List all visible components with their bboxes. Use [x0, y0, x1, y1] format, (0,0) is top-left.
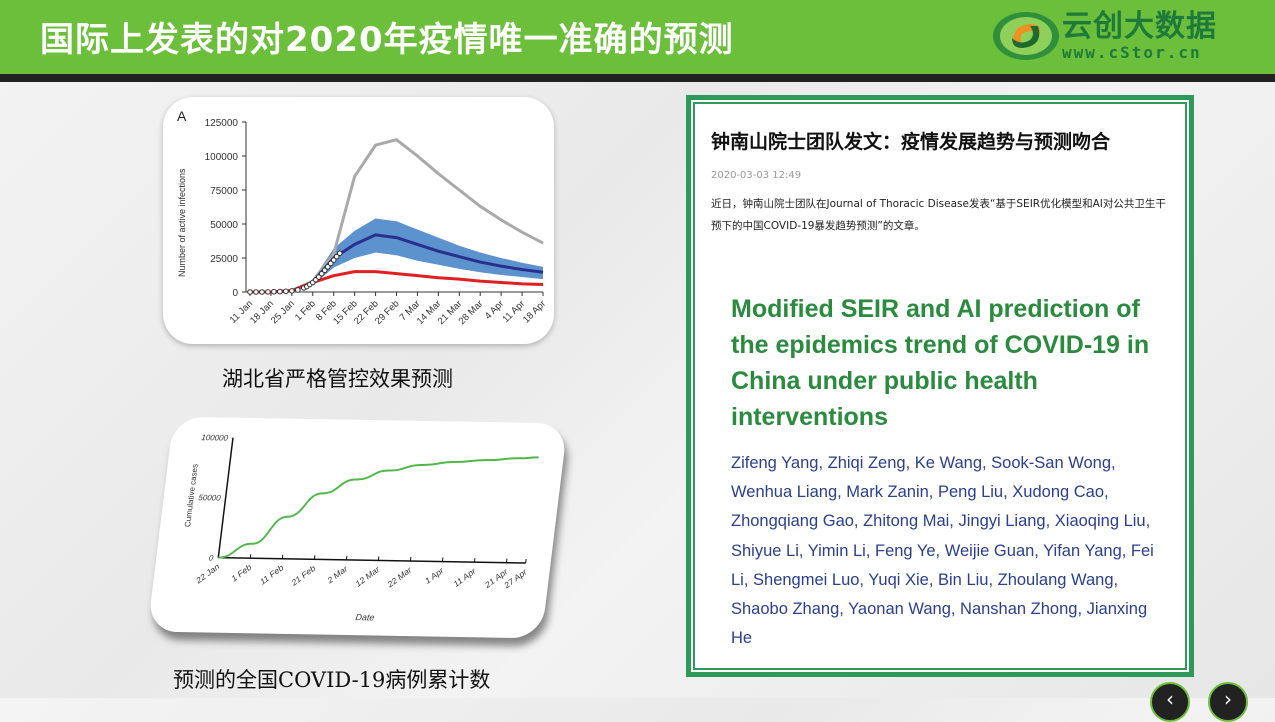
x-tick-label: 29 Feb [373, 298, 402, 327]
article-headline: 钟南山院士团队发文：疫情发展趋势与预测吻合 [711, 127, 1169, 154]
article-panel: 钟南山院士团队发文：疫情发展趋势与预测吻合 2020-03-03 12:49 近… [686, 95, 1194, 677]
x-axis-label: Date [355, 612, 375, 622]
article-date: 2020-03-03 12:49 [711, 170, 1169, 181]
x-tick-label: 1 Feb [229, 562, 253, 584]
x-tick-label: 21 Feb [289, 563, 318, 588]
logo: 云创大数据 www.cStor.cn [990, 8, 1217, 64]
caption-national: 预测的全国COVID-19病例累计数 [173, 664, 490, 694]
y-tick-label: 100000 [201, 433, 229, 442]
observed-point [260, 290, 265, 295]
caption-hubei: 湖北省严格管控效果预测 [222, 363, 453, 393]
x-tick-label: 22 Jan [193, 561, 221, 586]
hubei-prediction-chart: A Number of active infections 0 25000 50000 7… [163, 97, 554, 344]
x-tick-label: 22 Mar [385, 564, 415, 590]
x-tick-label: 1 Feb [293, 298, 318, 323]
panel-label: A [177, 108, 187, 124]
next-slide-button[interactable]: › [1208, 682, 1248, 722]
paper-authors: Zifeng Yang, Zhiqi Zeng, Ke Wang, Sook-S… [711, 449, 1169, 653]
y-tick-label: 100000 [205, 152, 239, 163]
y-tick-label: 125000 [205, 118, 239, 129]
article-body: 近日，钟南山院士团队在Journal of Thoracic Disease发表… [711, 193, 1169, 237]
x-tick-label: 1 Apr [423, 565, 446, 586]
chart-card-hubei: A Number of active infections 0 25000 50000 7… [163, 97, 554, 344]
arrow-right-icon: › [1224, 687, 1232, 711]
cstor-logo-icon [990, 8, 1062, 64]
observed-point [254, 290, 259, 295]
page-title: 国际上发表的对2020年疫情唯一准确的预测 [40, 12, 734, 61]
observed-point [290, 289, 295, 294]
observed-point [284, 289, 289, 294]
x-tick-label: 2 Mar [325, 563, 351, 586]
y-axis-label: Number of active infections [177, 168, 187, 277]
y-tick-label: 0 [232, 288, 238, 299]
header-divider [0, 74, 1275, 82]
cumulative-line [218, 452, 538, 563]
x-axis [218, 558, 525, 563]
logo-url: www.cStor.cn [1062, 43, 1217, 62]
paper-title: Modified SEIR and AI prediction of the e… [711, 291, 1169, 435]
observed-point [337, 251, 342, 256]
header-bar: 国际上发表的对2020年疫情唯一准确的预测 云创大数据 www.cStor.cn [0, 0, 1275, 74]
x-tick-label: 25 Jan [269, 298, 297, 326]
y-axis-label: Cumulative cases [183, 464, 200, 527]
x-tick-label: 11 Feb [258, 562, 285, 586]
x-tick-label: 12 Mar [353, 564, 382, 589]
observed-point [266, 290, 271, 295]
observed-point [272, 289, 277, 294]
observed-point [296, 288, 301, 293]
y-tick-label: 25000 [210, 254, 238, 265]
y-tick-label: 50000 [198, 493, 222, 502]
y-tick-label: 75000 [210, 186, 238, 197]
x-tick-label: 18 Apr [521, 298, 548, 325]
y-tick-label: 0 [208, 553, 214, 562]
x-tick-label: 28 Mar [457, 298, 486, 327]
logo-text: 云创大数据 [1062, 11, 1217, 43]
arrow-left-icon: ‹ [1166, 687, 1174, 711]
observed-point [248, 290, 253, 295]
x-tick-label: 11 Apr [452, 565, 479, 589]
observed-point [278, 289, 283, 294]
y-tick-label: 50000 [210, 220, 238, 231]
prev-slide-button[interactable]: ‹ [1150, 682, 1190, 722]
